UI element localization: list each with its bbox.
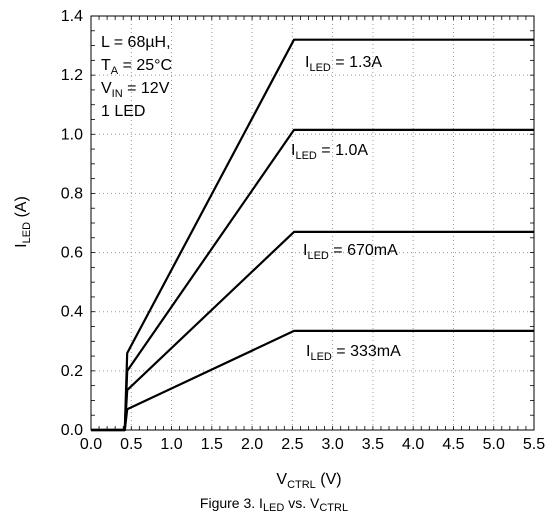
grid [91, 16, 534, 430]
x-tick-label: 2.5 [281, 436, 303, 453]
x-tick-label: 4.0 [402, 436, 424, 453]
series [91, 38, 534, 432]
y-tick-label: 1.0 [61, 126, 83, 143]
y-tick-label: 1.4 [61, 8, 83, 25]
curve-label-670ma: ILED = 670mA [303, 242, 398, 262]
x-tick-label: 0.0 [80, 436, 102, 453]
curve-label-333ma: ILED = 333mA [306, 343, 401, 363]
conditions-box: L = 68µH, TA = 25°C VIN = 12V 1 LED [101, 34, 172, 120]
x-tick-label: 2.0 [241, 436, 263, 453]
x-tick-labels: 0.0 0.5 1.0 1.5 2.0 2.5 3.0 3.5 4.0 4.5 5.0 5.5 [80, 436, 545, 453]
y-tick-label: 0.4 [61, 304, 83, 321]
y-tick-label: 0.0 [61, 422, 83, 439]
condition-inductance: L = 68µH, [101, 34, 171, 51]
x-tick-label: 0.5 [120, 436, 142, 453]
y-tick-label: 0.2 [61, 363, 83, 380]
x-tick-label: 3.5 [362, 436, 384, 453]
x-tick-label: 1.5 [201, 436, 223, 453]
curve-label-1300ma: ILED = 1.3A [305, 54, 382, 74]
x-tick-label: 1.0 [160, 436, 182, 453]
y-tick-label: 1.2 [61, 67, 83, 84]
y-axis-label: ILED (A) [13, 196, 33, 248]
plot-frame [90, 15, 535, 431]
x-tick-label: 5.5 [523, 436, 545, 453]
curve-label-1000ma: ILED = 1.0A [291, 142, 368, 162]
y-tick-label: 0.6 [61, 245, 83, 262]
series-line-1 [91, 128, 534, 432]
series-line-3 [91, 329, 534, 432]
x-tick-label: 4.5 [442, 436, 464, 453]
y-tick-label: 0.8 [61, 185, 83, 202]
y-tick-labels: 0.0 0.2 0.4 0.6 0.8 1.0 1.2 1.4 [61, 8, 83, 439]
series-line-0 [91, 38, 534, 432]
ticks [90, 15, 535, 431]
condition-temperature: TA = 25°C [101, 57, 172, 77]
x-tick-label: 3.0 [322, 436, 344, 453]
x-axis-label: VCTRL (V) [276, 471, 341, 491]
x-tick-label: 5.0 [483, 436, 505, 453]
condition-vin: VIN = 12V [101, 80, 170, 100]
condition-led-count: 1 LED [101, 103, 145, 120]
figure-caption: Figure 3. ILED vs. VCTRL [200, 495, 348, 514]
